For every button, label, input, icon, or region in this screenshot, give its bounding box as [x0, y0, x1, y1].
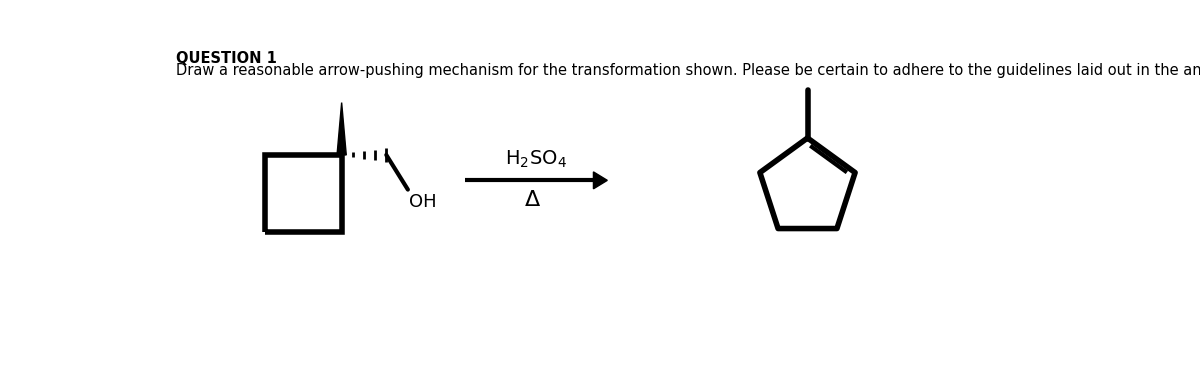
- Text: QUESTION 1: QUESTION 1: [176, 51, 277, 66]
- Polygon shape: [337, 103, 347, 155]
- Text: H$_2$SO$_4$: H$_2$SO$_4$: [505, 148, 566, 169]
- Text: Draw a reasonable arrow-pushing mechanism for the transformation shown. Please b: Draw a reasonable arrow-pushing mechanis…: [176, 63, 1200, 78]
- Text: $\Delta$: $\Delta$: [523, 190, 541, 210]
- Text: OH: OH: [409, 193, 437, 211]
- Polygon shape: [594, 172, 607, 189]
